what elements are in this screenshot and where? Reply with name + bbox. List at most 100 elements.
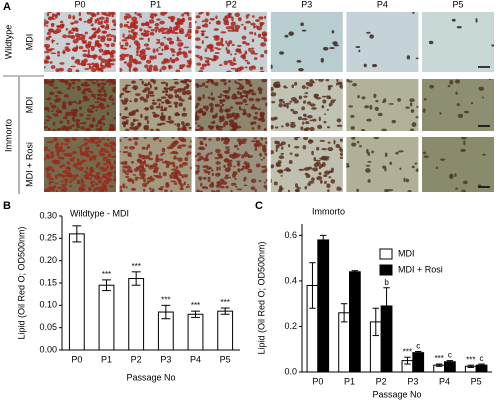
cell — [138, 53, 143, 58]
cell — [71, 56, 75, 60]
cell — [177, 19, 184, 24]
cell — [305, 127, 310, 131]
cell — [180, 99, 185, 102]
cell — [99, 186, 103, 189]
cell — [113, 22, 116, 26]
error-bar — [372, 307, 380, 337]
cell — [410, 109, 415, 113]
cell — [275, 163, 282, 167]
cell — [304, 186, 308, 190]
cell — [80, 61, 87, 66]
cell — [398, 150, 404, 153]
cell — [71, 22, 74, 25]
cell — [168, 40, 173, 45]
cell — [138, 164, 144, 169]
cell — [168, 105, 172, 108]
cell — [366, 148, 369, 154]
cell — [220, 79, 225, 82]
cell — [374, 106, 379, 111]
cell — [72, 86, 75, 90]
cell — [321, 162, 326, 167]
cell — [330, 99, 335, 104]
error-bar — [404, 356, 411, 365]
cell — [240, 23, 244, 26]
cell — [46, 174, 52, 179]
cell — [262, 147, 267, 152]
cell — [195, 29, 199, 34]
cell — [236, 148, 240, 151]
cell — [447, 84, 451, 88]
cell — [76, 161, 83, 166]
cell — [384, 152, 388, 158]
cell — [94, 101, 100, 104]
cell — [156, 48, 159, 53]
cell — [65, 137, 71, 143]
cell — [229, 154, 234, 156]
cell — [365, 168, 371, 173]
cell — [101, 30, 108, 34]
cell — [225, 47, 228, 51]
error-bar — [340, 303, 348, 323]
cell — [351, 142, 357, 147]
cell — [367, 160, 372, 163]
cell — [215, 137, 221, 142]
cell — [230, 53, 233, 56]
cell — [125, 128, 130, 131]
cell — [132, 118, 136, 123]
cell — [155, 128, 160, 131]
cell — [339, 156, 343, 159]
cell — [226, 42, 230, 47]
cell — [462, 180, 468, 185]
cell — [57, 54, 61, 57]
cell — [254, 111, 258, 115]
cell — [296, 59, 302, 63]
cell — [81, 34, 86, 38]
cells — [195, 12, 268, 72]
panel-label: B — [3, 200, 11, 212]
cell — [234, 52, 237, 56]
cell — [182, 51, 186, 55]
cell — [149, 94, 155, 97]
column-label: P2 — [226, 0, 237, 9]
cell — [154, 26, 159, 31]
cell — [207, 152, 210, 156]
cell — [188, 21, 192, 27]
cells — [44, 137, 116, 192]
cell — [224, 150, 230, 154]
cell — [296, 187, 302, 189]
cell — [76, 36, 82, 41]
cell — [68, 14, 72, 19]
cell — [68, 181, 73, 183]
cell — [170, 18, 175, 23]
micrograph — [422, 79, 494, 131]
cell — [62, 170, 69, 174]
cell — [278, 143, 284, 147]
cell — [226, 148, 231, 151]
cell — [170, 86, 177, 88]
cell — [101, 12, 107, 16]
cell — [207, 58, 213, 61]
cell — [97, 161, 101, 167]
cell — [325, 95, 331, 98]
cell — [213, 54, 217, 59]
cell — [149, 187, 152, 190]
cell — [60, 180, 66, 183]
cell — [133, 98, 138, 103]
cell — [309, 79, 314, 83]
cell — [58, 67, 65, 72]
cell — [140, 22, 146, 27]
cell — [205, 154, 209, 158]
cell — [64, 112, 71, 117]
cell — [49, 61, 53, 64]
x-tick-label: P1 — [344, 376, 355, 386]
cell — [309, 126, 315, 131]
cell — [90, 170, 94, 173]
cell — [101, 175, 106, 179]
cell — [105, 50, 111, 55]
cell — [108, 97, 111, 100]
cell — [146, 144, 151, 149]
cell — [126, 62, 133, 67]
cell — [195, 102, 200, 106]
cell — [174, 32, 179, 35]
